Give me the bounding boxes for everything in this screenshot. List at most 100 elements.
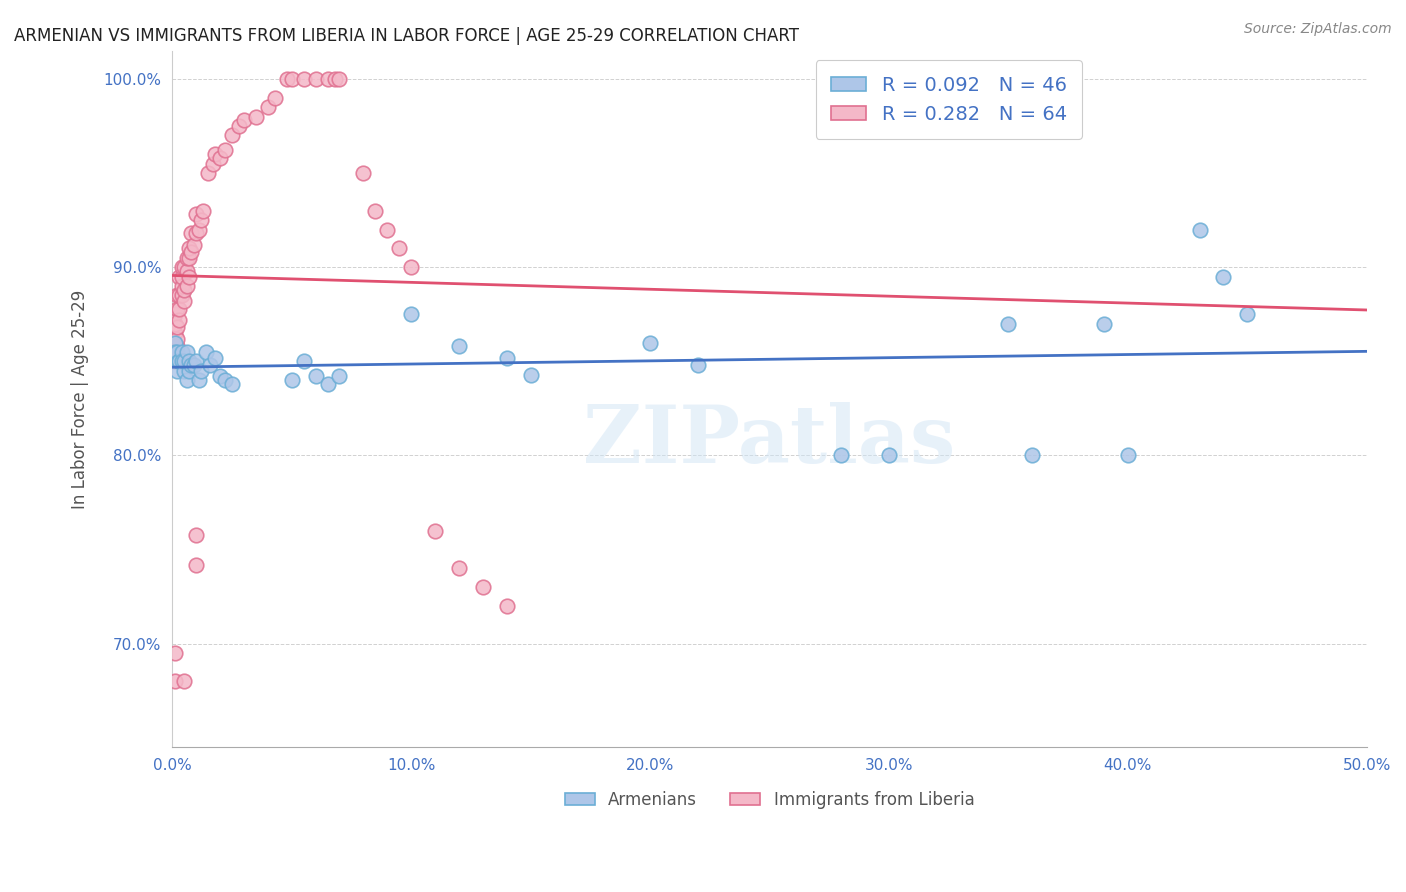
Point (184, 354, 207, 368)
Point (204, 351, 226, 365)
Point (304, 71, 326, 86)
Point (280, 71, 302, 86)
Point (163, 307, 186, 321)
Point (447, 561, 470, 575)
Point (166, 320, 188, 334)
Point (184, 558, 207, 572)
Point (214, 373, 236, 387)
Point (193, 203, 215, 218)
Point (176, 279, 198, 293)
Point (184, 227, 207, 241)
Point (204, 147, 226, 161)
Point (228, 119, 250, 133)
Point (166, 339, 188, 353)
Point (221, 128, 243, 143)
Point (495, 599, 517, 614)
Point (163, 335, 186, 350)
Point (232, 113, 254, 128)
Point (1236, 307, 1258, 321)
Text: ZIPatlas: ZIPatlas (583, 401, 956, 480)
Point (184, 527, 207, 541)
Point (173, 674, 195, 689)
Point (173, 354, 195, 368)
Point (194, 345, 217, 359)
Point (1092, 317, 1115, 331)
Point (177, 269, 200, 284)
Point (183, 237, 205, 252)
Point (173, 364, 195, 378)
Point (163, 354, 186, 368)
Point (169, 301, 191, 316)
Point (163, 317, 186, 331)
Point (173, 283, 195, 297)
Point (177, 241, 200, 255)
Point (180, 245, 202, 260)
Point (214, 144, 236, 158)
Point (184, 207, 207, 221)
Point (176, 251, 198, 265)
Point (170, 354, 193, 368)
Point (180, 227, 202, 241)
Point (201, 156, 224, 170)
Point (276, 71, 298, 86)
Point (352, 166, 374, 180)
Point (208, 151, 231, 165)
Point (877, 449, 900, 463)
Point (163, 674, 186, 689)
Point (180, 358, 202, 372)
Point (166, 364, 188, 378)
Point (200, 358, 222, 372)
Point (163, 326, 186, 340)
Point (375, 222, 398, 236)
Point (169, 354, 191, 368)
Point (388, 241, 411, 255)
Point (292, 71, 315, 86)
Point (245, 110, 267, 124)
Point (304, 369, 326, 384)
Point (190, 364, 212, 378)
Point (169, 313, 191, 327)
Point (163, 345, 186, 359)
Point (280, 373, 302, 387)
Point (1021, 449, 1043, 463)
Point (169, 354, 191, 368)
Point (170, 269, 193, 284)
Point (447, 339, 470, 353)
Point (316, 71, 339, 86)
Point (399, 307, 422, 321)
Legend: Armenians, Immigrants from Liberia: Armenians, Immigrants from Liberia (558, 784, 981, 815)
Point (176, 264, 198, 278)
Point (423, 524, 446, 538)
Point (177, 364, 200, 378)
Point (323, 71, 346, 86)
Point (169, 288, 191, 302)
Point (176, 345, 198, 359)
Point (166, 332, 188, 346)
Point (197, 166, 219, 180)
Point (1188, 222, 1211, 236)
Point (221, 376, 243, 391)
Point (316, 376, 339, 391)
Point (997, 317, 1019, 331)
Point (173, 294, 195, 309)
Point (830, 449, 852, 463)
Point (519, 368, 541, 382)
Point (170, 288, 193, 302)
Point (638, 335, 661, 350)
Point (170, 345, 193, 359)
Point (399, 260, 422, 275)
Point (163, 345, 186, 359)
Point (495, 351, 517, 365)
Point (292, 354, 315, 368)
Point (169, 354, 191, 368)
Point (169, 269, 191, 284)
Point (176, 373, 198, 387)
Point (183, 358, 205, 372)
Point (187, 222, 209, 236)
Point (166, 345, 188, 359)
Point (686, 358, 709, 372)
Text: ARMENIAN VS IMMIGRANTS FROM LIBERIA IN LABOR FORCE | AGE 25-29 CORRELATION CHART: ARMENIAN VS IMMIGRANTS FROM LIBERIA IN L… (14, 27, 799, 45)
Text: Source: ZipAtlas.com: Source: ZipAtlas.com (1244, 22, 1392, 37)
Point (173, 260, 195, 275)
Point (208, 369, 231, 384)
